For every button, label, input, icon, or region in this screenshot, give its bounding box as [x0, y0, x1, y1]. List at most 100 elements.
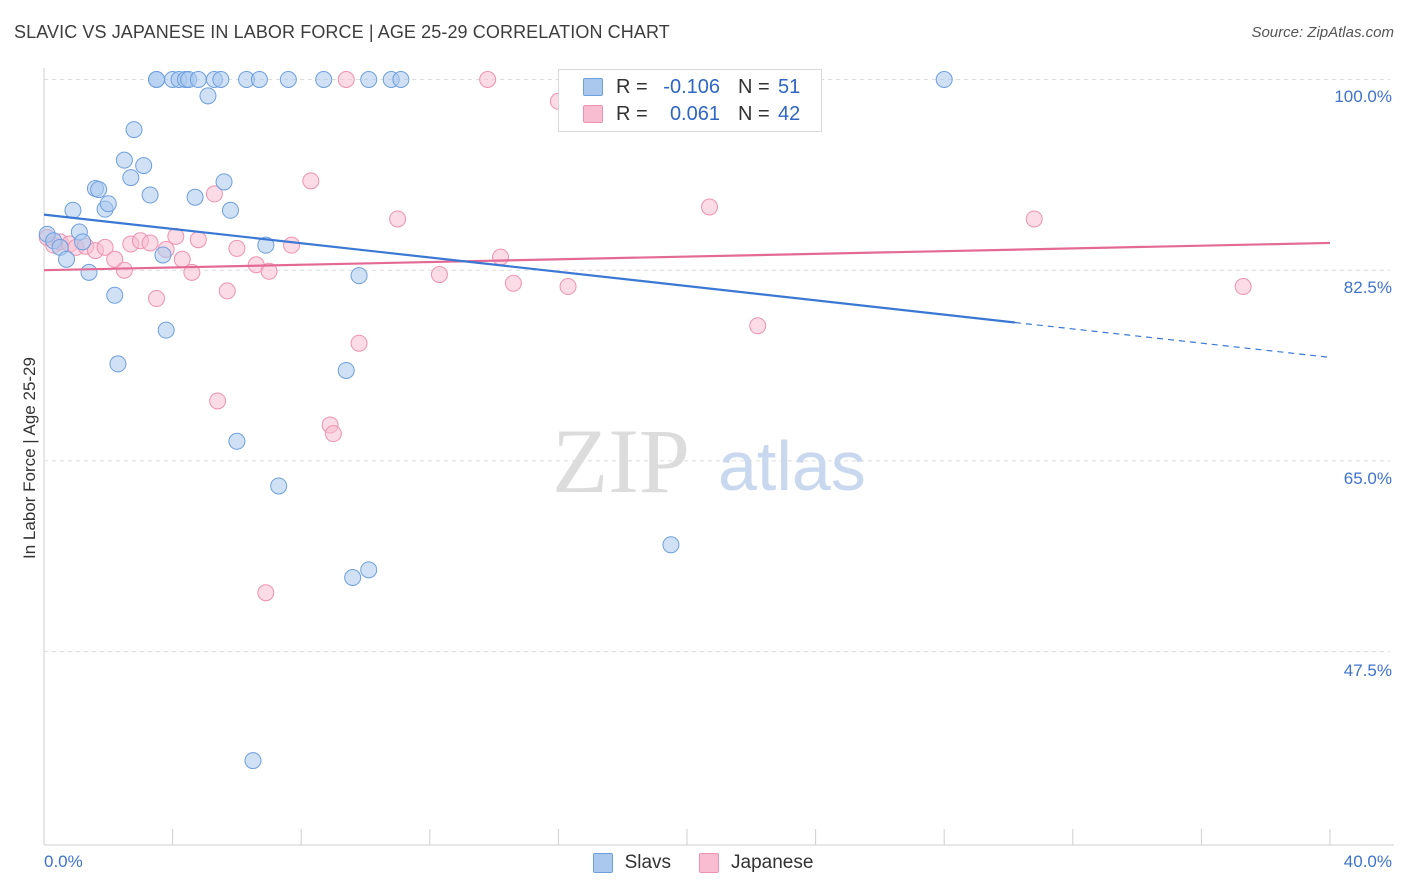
- legend-item-slavs[interactable]: Slavs: [592, 852, 672, 874]
- slavs-point: [106, 286, 124, 304]
- japanese-point: [189, 231, 207, 249]
- japanese-trend-line: [43, 241, 1331, 272]
- slavs-point: [135, 157, 153, 175]
- japanese-point: [1025, 210, 1043, 228]
- slavs-point: [189, 71, 207, 88]
- slavs-point: [228, 432, 246, 450]
- slavs-point: [360, 71, 378, 88]
- japanese-point: [430, 266, 448, 284]
- japanese-point: [337, 71, 355, 88]
- japanese-point: [389, 210, 407, 228]
- slavs-swatch: [592, 853, 613, 873]
- japanese-point: [324, 425, 342, 443]
- slavs-point: [122, 169, 140, 187]
- series-legend: Slavs Japanese: [0, 852, 1406, 874]
- y-tick-label: 82.5%: [1343, 278, 1392, 297]
- slavs-point: [215, 173, 233, 191]
- japanese-point: [260, 262, 278, 280]
- japanese-point: [173, 250, 191, 268]
- slavs-point: [115, 151, 133, 169]
- slavs-n-value: 51: [778, 75, 801, 98]
- y-tick-label: 100.0%: [1334, 87, 1392, 106]
- watermark-atlas: atlas: [718, 427, 866, 505]
- slavs-point: [221, 201, 239, 219]
- slavs-point: [99, 195, 117, 213]
- n-label: N =: [738, 102, 770, 125]
- slavs-point: [199, 87, 217, 105]
- slavs-point: [250, 71, 268, 88]
- japanese-point: [559, 278, 577, 296]
- slavs-point: [90, 181, 108, 199]
- n-label: N =: [738, 75, 770, 98]
- legend-label-japanese: Japanese: [731, 852, 814, 873]
- slavs-point: [74, 233, 92, 251]
- slavs-point: [392, 71, 410, 88]
- y-tick-label: 65.0%: [1343, 469, 1392, 488]
- x-tick-label-max: 40.0%: [1343, 852, 1392, 871]
- japanese-point: [492, 248, 510, 266]
- japanese-points: [38, 71, 1252, 602]
- slavs-point: [315, 71, 333, 88]
- legend-item-japanese[interactable]: Japanese: [699, 852, 813, 874]
- slavs-point: [148, 71, 166, 88]
- grid-lines: [44, 79, 1390, 653]
- japanese-point: [106, 250, 124, 268]
- slavs-point: [154, 246, 172, 264]
- japanese-point: [257, 584, 275, 602]
- japanese-point: [701, 198, 719, 216]
- slavs-swatch: [583, 78, 603, 96]
- legend-row-slavs: R = -0.106 N = 51: [559, 74, 800, 100]
- slavs-point: [141, 186, 159, 204]
- japanese-point: [183, 263, 201, 281]
- japanese-r-value: 0.061: [669, 102, 720, 125]
- japanese-swatch: [699, 853, 720, 873]
- japanese-point: [1234, 278, 1252, 296]
- trend-lines: [43, 213, 1331, 358]
- japanese-point: [749, 317, 767, 335]
- slavs-trend-extension: [1014, 321, 1331, 358]
- legend-row-japanese: R = 0.061 N = 42: [559, 101, 800, 127]
- japanese-point: [96, 238, 114, 256]
- slavs-point: [80, 263, 98, 281]
- slavs-point: [350, 267, 368, 285]
- legend-label-slavs: Slavs: [624, 852, 672, 873]
- slavs-point: [279, 71, 297, 88]
- slavs-point: [125, 121, 143, 139]
- slavs-point: [64, 201, 82, 219]
- slavs-point: [935, 71, 953, 88]
- slavs-r-value: -0.106: [663, 75, 720, 98]
- japanese-point: [228, 239, 246, 257]
- slavs-point: [244, 752, 262, 770]
- watermark: ZIP atlas: [552, 410, 866, 512]
- japanese-point: [350, 334, 368, 352]
- axes: [43, 68, 1394, 846]
- y-tick-label: 47.5%: [1343, 661, 1392, 680]
- slavs-points: [38, 71, 953, 770]
- japanese-point: [209, 392, 227, 410]
- watermark-zip: ZIP: [552, 410, 690, 512]
- japanese-point: [205, 185, 223, 203]
- slavs-point: [662, 536, 680, 554]
- japanese-n-value: 42: [778, 102, 801, 125]
- slavs-point: [212, 71, 230, 88]
- r-label: R =: [616, 75, 648, 98]
- japanese-point: [479, 71, 497, 88]
- japanese-point: [218, 282, 236, 300]
- chart-title: SLAVIC VS JAPANESE IN LABOR FORCE | AGE …: [14, 22, 670, 42]
- r-label: R =: [616, 102, 648, 125]
- x-tick-label-min: 0.0%: [44, 852, 83, 871]
- japanese-point: [115, 261, 133, 279]
- source-credit: Source: ZipAtlas.com: [1251, 24, 1394, 41]
- japanese-point: [504, 274, 522, 292]
- japanese-swatch: [583, 105, 603, 123]
- slavs-point: [344, 568, 362, 586]
- slavs-trend-line: [43, 213, 1016, 324]
- japanese-point: [302, 172, 320, 190]
- slavs-point: [58, 250, 76, 268]
- slavs-point: [157, 321, 175, 339]
- japanese-point: [148, 290, 166, 308]
- slavs-point: [270, 477, 288, 495]
- japanese-point: [283, 236, 301, 254]
- slavs-point: [337, 361, 355, 379]
